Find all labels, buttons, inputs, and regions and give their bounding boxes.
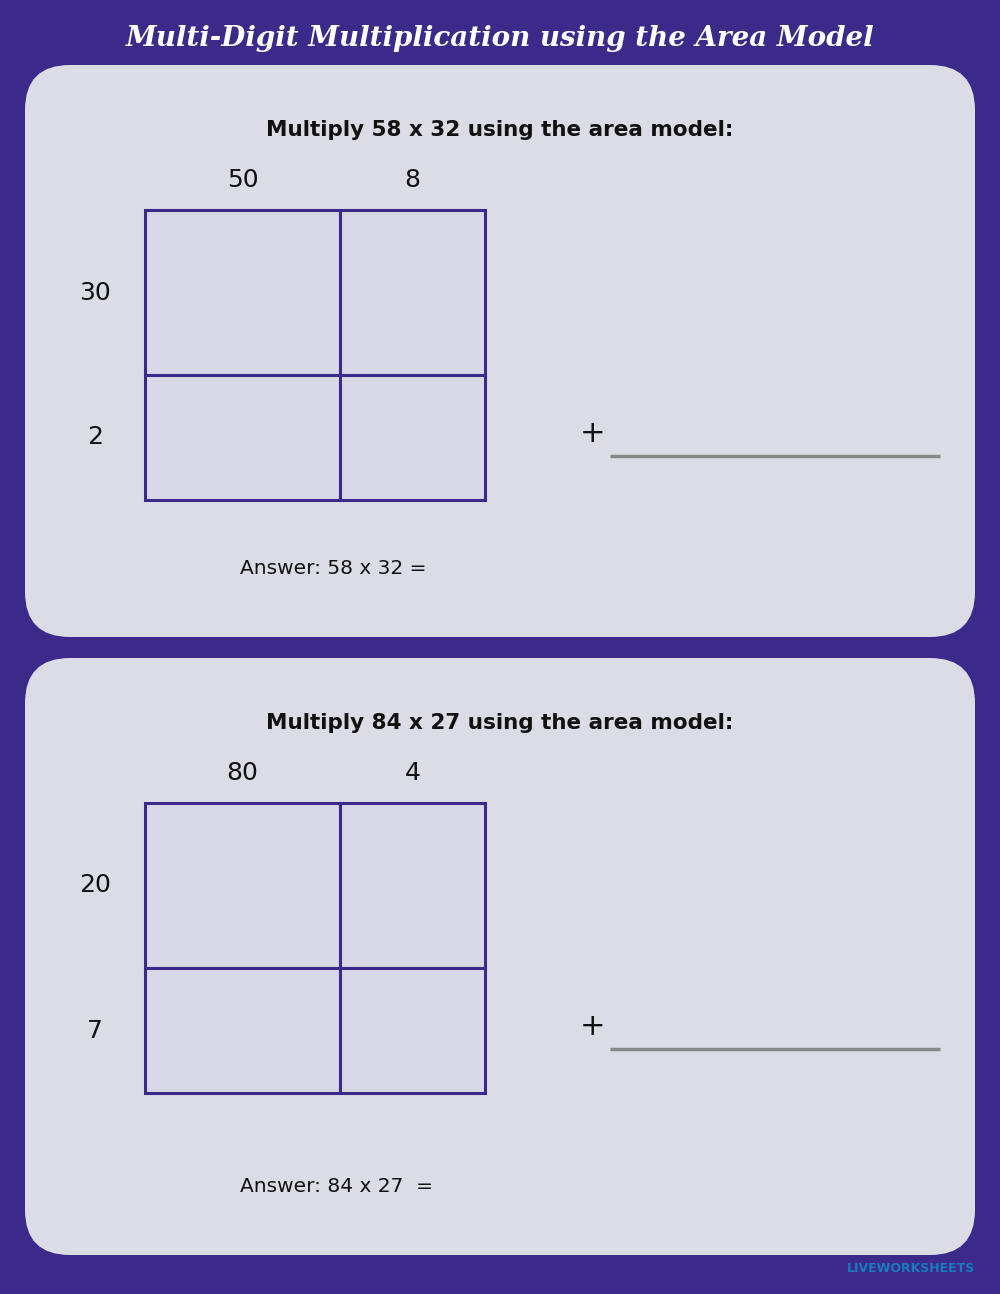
Text: 80: 80 [227, 761, 258, 785]
Text: LIVEWORKSHEETS: LIVEWORKSHEETS [847, 1262, 975, 1275]
Bar [145, 968, 340, 1093]
Text: Answer: 58 x 32 =: Answer: 58 x 32 = [240, 559, 426, 578]
Text: 20: 20 [79, 873, 111, 898]
Text: 7: 7 [87, 1018, 103, 1043]
Text: +: + [580, 419, 606, 448]
Text: Multiply 84 x 27 using the area model:: Multiply 84 x 27 using the area model: [266, 713, 734, 732]
Text: 50: 50 [227, 168, 258, 192]
Text: Answer: 84 x 27  =: Answer: 84 x 27 = [240, 1178, 433, 1197]
Bar [340, 210, 485, 375]
Text: 30: 30 [79, 281, 111, 304]
Text: 4: 4 [404, 761, 420, 785]
Text: Multiply 58 x 32 using the area model:: Multiply 58 x 32 using the area model: [266, 120, 734, 140]
Bar [145, 804, 340, 968]
FancyBboxPatch shape [25, 65, 975, 637]
Text: +: + [580, 1012, 606, 1040]
Bar [145, 375, 340, 499]
Bar [340, 375, 485, 499]
Bar [340, 804, 485, 968]
Text: 8: 8 [404, 168, 420, 192]
Text: 2: 2 [87, 426, 103, 449]
Bar [145, 210, 340, 375]
Bar [340, 968, 485, 1093]
FancyBboxPatch shape [25, 659, 975, 1255]
Text: Multi-Digit Multiplication using the Area Model: Multi-Digit Multiplication using the Are… [126, 25, 874, 52]
